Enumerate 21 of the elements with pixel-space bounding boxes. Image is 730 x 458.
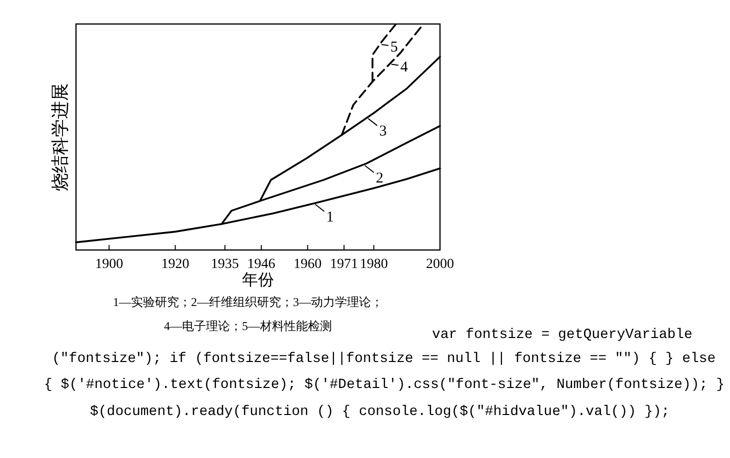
legend-label: 4 bbox=[400, 59, 408, 76]
text: ("fontsize"); if (fontsize==false||fontsize == null || fontsize == "") { } else bbox=[52, 351, 716, 367]
legend-label: 1 bbox=[326, 209, 334, 226]
y-axis-title: 烧结科学进展 bbox=[50, 83, 70, 191]
text: { $('#notice').text(fontsize); $('#Detail').css("font-size", Number(fontsize)); } bbox=[44, 377, 725, 393]
x-tick-label: 1946 bbox=[247, 257, 276, 272]
x-tick-label: 1920 bbox=[161, 257, 190, 272]
x-tick-label: 1935 bbox=[210, 257, 239, 272]
x-tick-label: 1980 bbox=[360, 257, 388, 272]
x-tick-label: 1960 bbox=[294, 257, 322, 272]
x-tick-label: 2000 bbox=[426, 257, 454, 272]
x-tick-label: 1900 bbox=[95, 257, 124, 272]
legend-label: 5 bbox=[390, 40, 398, 56]
text: 1—实验研究；2—纤维组织研究；3—动力学理论； bbox=[113, 295, 383, 309]
legend-label: 3 bbox=[379, 124, 387, 140]
x-axis-title: 年份 bbox=[242, 272, 274, 289]
text: $(document).ready(function () { console.log($("#hidvalue").val()) }); bbox=[90, 404, 670, 420]
x-tick-label: 1971 bbox=[330, 257, 358, 272]
text: 4—电子理论；5—材料性能检测 bbox=[164, 319, 332, 333]
legend-label: 2 bbox=[376, 170, 384, 186]
text: var fontsize = getQueryVariable bbox=[432, 327, 692, 343]
